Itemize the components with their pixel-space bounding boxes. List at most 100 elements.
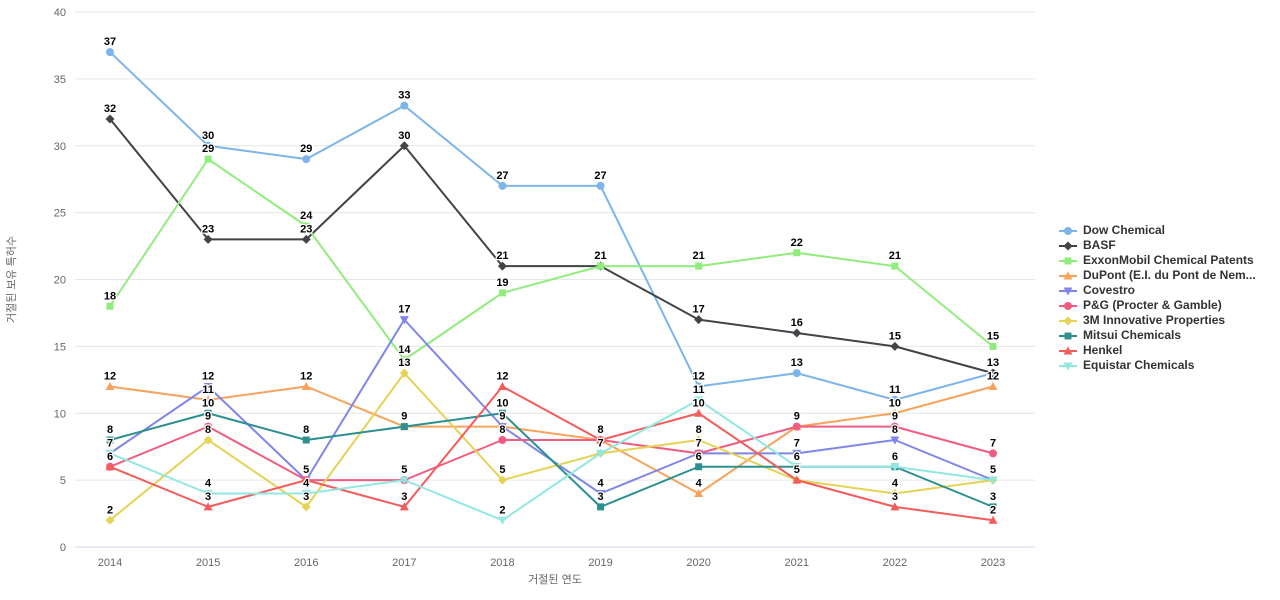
data-label: 11: [889, 384, 901, 396]
data-point: [890, 489, 900, 498]
data-point: [890, 502, 900, 511]
data-label: 24: [300, 210, 313, 222]
data-point: [497, 475, 507, 485]
series-equistar-chemicals: [105, 396, 998, 525]
data-point: [498, 181, 507, 190]
series-line: [109, 51, 994, 401]
y-tick-label: 20: [54, 275, 66, 287]
data-label: 30: [202, 130, 214, 142]
data-point: [399, 502, 409, 511]
data-label: 7: [107, 437, 113, 449]
data-point: [301, 475, 311, 484]
data-label: 7: [696, 437, 702, 449]
data-label: 8: [597, 424, 603, 436]
data-label: 15: [987, 330, 999, 342]
series-henkel: [105, 382, 998, 524]
legend-item-p-g-procter-gamble[interactable]: P&G (Procter & Gamble): [1058, 298, 1256, 313]
legend-marker-shape: [1063, 346, 1073, 354]
legend-label: P&G (Procter & Gamble): [1083, 298, 1222, 312]
legend-item-exxonmobil-chemical-patents[interactable]: ExxonMobil Chemical Patents: [1058, 253, 1256, 268]
legend-item-basf[interactable]: BASF: [1058, 238, 1256, 253]
data-label: 21: [693, 250, 705, 262]
legend-item-henkel[interactable]: Henkel: [1058, 343, 1256, 358]
series-line: [109, 372, 994, 522]
data-point: [988, 476, 998, 485]
data-label: 8: [205, 424, 211, 436]
data-label: 5: [499, 464, 505, 476]
data-point: [695, 262, 703, 270]
data-label: 7: [794, 437, 800, 449]
data-label: 4: [303, 478, 310, 490]
data-point: [891, 262, 899, 270]
x-tick-label: 2023: [981, 557, 1005, 569]
data-point: [988, 515, 998, 524]
data-point: [792, 463, 802, 472]
legend-marker-icon: [1059, 226, 1077, 235]
series-line: [109, 398, 994, 522]
legend-marker-icon: [1059, 316, 1077, 325]
data-point: [890, 395, 899, 404]
data-point: [596, 181, 605, 190]
data-point: [890, 436, 900, 445]
legend-item-3m-innovative-properties[interactable]: 3M Innovative Properties: [1058, 313, 1256, 328]
x-axis-title: 거절된 연도: [528, 573, 582, 586]
data-point: [105, 449, 115, 458]
y-tick-label: 25: [54, 208, 66, 220]
data-label: 19: [496, 277, 508, 289]
data-label: 3: [597, 491, 603, 503]
y-tick-label: 35: [54, 74, 66, 86]
data-point: [596, 449, 606, 458]
data-point: [301, 382, 311, 390]
data-labels: 3732181276283023291112981034292324125384…: [103, 35, 1001, 518]
data-label: 4: [696, 478, 703, 490]
legend-marker-shape: [1063, 362, 1073, 370]
data-point: [792, 475, 802, 484]
data-label: 13: [987, 357, 999, 369]
data-label: 5: [794, 464, 800, 476]
data-point: [694, 435, 704, 445]
legend-label: 3M Innovative Properties: [1083, 313, 1226, 327]
x-tick-label: 2015: [196, 557, 220, 569]
y-axis-title: 거절된 보유 특허수: [5, 236, 18, 323]
data-label: 2: [990, 504, 996, 516]
legend-item-equistar-chemicals[interactable]: Equistar Chemicals: [1058, 358, 1256, 373]
data-label: 23: [300, 223, 312, 235]
series-line: [109, 158, 994, 361]
data-point: [694, 382, 703, 391]
legend-item-mitsui-chemicals[interactable]: Mitsui Chemicals: [1058, 328, 1256, 343]
data-point: [497, 423, 507, 432]
data-point: [399, 141, 409, 151]
data-label: 12: [693, 371, 705, 383]
data-point: [694, 449, 703, 458]
series-p-g-procter-gamble: [106, 422, 997, 485]
data-point: [694, 315, 704, 325]
y-tick-label: 40: [54, 7, 66, 19]
x-tick-label: 2022: [883, 557, 907, 569]
data-point: [694, 396, 704, 405]
data-label: 12: [300, 371, 312, 383]
series-line: [109, 118, 994, 375]
legend-marker-shape: [1064, 257, 1072, 264]
legend-item-covestro[interactable]: Covestro: [1058, 283, 1256, 298]
legend-item-dupont-e-i-du-pont-de-nem[interactable]: DuPont (E.I. du Pont de Nem...: [1058, 268, 1256, 283]
legend-item-dow-chemical[interactable]: Dow Chemical: [1058, 223, 1256, 238]
data-point: [497, 382, 507, 390]
data-label: 5: [990, 464, 996, 476]
data-point: [106, 48, 114, 57]
data-label: 6: [794, 451, 800, 463]
data-point: [792, 328, 802, 338]
data-point: [105, 382, 115, 390]
x-tick-label: 2017: [392, 557, 416, 569]
data-label: 12: [987, 371, 999, 383]
data-point: [203, 383, 213, 391]
x-tick-label: 2016: [294, 557, 318, 569]
data-point: [203, 234, 213, 244]
x-tick-label: 2014: [98, 557, 122, 569]
data-point: [302, 222, 310, 230]
data-label: 17: [693, 304, 705, 316]
x-tick-label: 2020: [686, 557, 710, 569]
data-label: 12: [202, 371, 214, 383]
legend-marker-icon: [1059, 346, 1077, 354]
data-point: [988, 382, 998, 390]
